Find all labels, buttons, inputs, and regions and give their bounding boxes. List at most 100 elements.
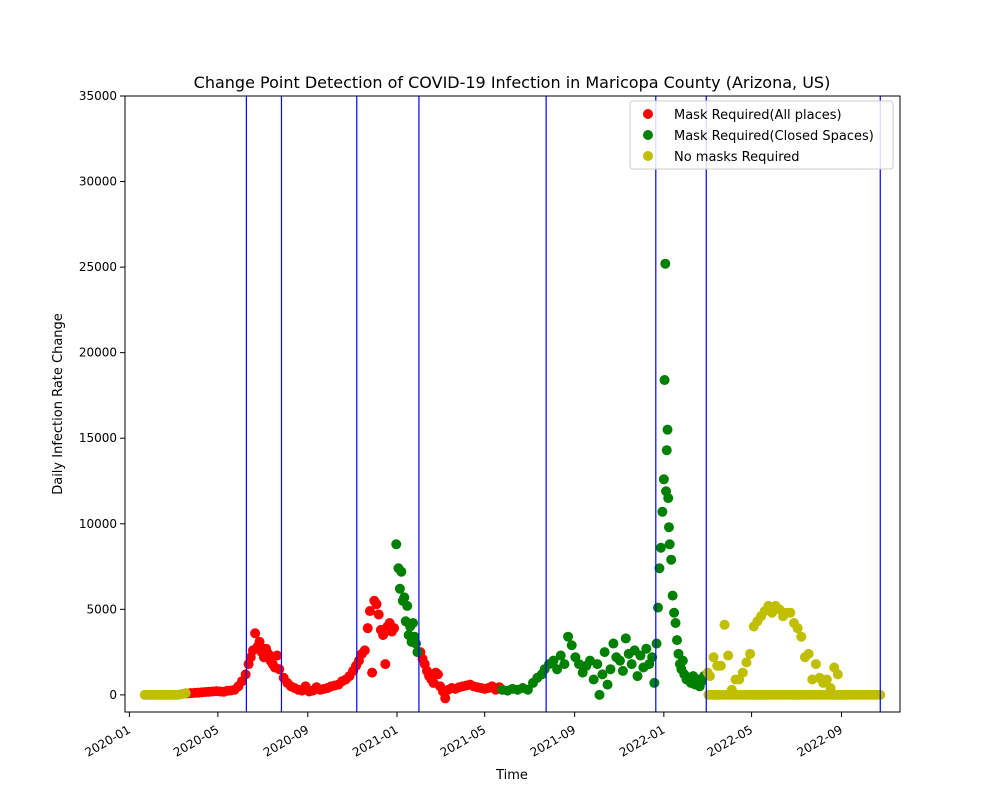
x-tick-label: 2022-09 [795, 722, 845, 759]
series-1-point [608, 638, 619, 649]
series-1-point [396, 566, 407, 577]
series-0-point [380, 659, 391, 670]
series-1-point [667, 590, 678, 601]
series-0-point [272, 650, 283, 661]
y-tick-label: 20000 [79, 346, 117, 360]
series-1-point [661, 445, 672, 456]
series-1-point [592, 659, 603, 670]
series-2-point [723, 650, 734, 661]
x-tick-label: 2020-05 [171, 722, 221, 759]
chart-title: Change Point Detection of COVID-19 Infec… [194, 73, 831, 92]
series-2-point [708, 652, 719, 663]
series-1-point [653, 602, 663, 613]
legend-marker [643, 151, 653, 161]
x-tick-label: 2022-05 [705, 722, 755, 759]
series-1-point [594, 689, 605, 700]
series-2-point [810, 659, 821, 670]
series-1-point [658, 474, 669, 485]
series-1-point [588, 674, 599, 685]
series-2-point [821, 674, 832, 685]
series-1-point [555, 650, 566, 661]
series-1-point [391, 539, 402, 550]
series-2-point [745, 648, 756, 659]
y-tick-label: 35000 [79, 89, 117, 103]
series-0-point [371, 599, 382, 610]
series-1-point [559, 659, 570, 670]
y-tick-label: 15000 [79, 431, 117, 445]
series-1-point [666, 554, 677, 565]
series-0-point [359, 645, 370, 656]
x-tick-label: 2020-01 [82, 722, 132, 759]
series-0-point [367, 667, 378, 678]
series-1-point [597, 669, 608, 680]
legend-label: No masks Required [674, 150, 800, 165]
series-2-point [785, 607, 796, 618]
y-tick-label: 0 [109, 688, 117, 702]
series-1-point [660, 258, 671, 269]
series-1-point [663, 493, 674, 504]
series-0-point [250, 628, 261, 639]
legend-label: Mask Required(Closed Spaces) [674, 129, 874, 144]
series-1-point [548, 655, 559, 666]
series-1-point [412, 647, 423, 658]
x-tick-label: 2021-09 [528, 722, 578, 759]
series-0-point [254, 636, 265, 647]
series-1-point [657, 506, 668, 517]
x-tick-label: 2022-01 [617, 722, 667, 759]
series-1-point [522, 684, 533, 695]
y-tick-label: 25000 [79, 260, 117, 274]
series-2-point [704, 671, 715, 682]
legend: Mask Required(All places) Mask Required(C… [629, 100, 894, 170]
series-1-point [670, 618, 681, 629]
series-1-point [602, 679, 613, 690]
series-1-point [626, 659, 637, 670]
y-axis-label: Daily Infection Rate Change [51, 313, 66, 495]
legend-marker [643, 130, 653, 140]
series-0-point [364, 606, 375, 617]
series-2-point [180, 688, 191, 699]
series-2-point [792, 623, 803, 634]
x-axis-label: Time [495, 768, 528, 783]
series-1-point [662, 424, 673, 435]
x-tick-label: 2021-01 [350, 722, 400, 759]
legend-label: Mask Required(All places) [674, 108, 842, 123]
series-1-point [614, 655, 625, 666]
series-2-point [796, 631, 807, 642]
series-1-point [563, 631, 574, 642]
series-1-point [599, 647, 610, 658]
series-1-point [605, 664, 616, 675]
series-2-point [741, 657, 752, 668]
series-0-point [240, 669, 251, 680]
series-2-point [803, 648, 814, 659]
series-1-point [552, 664, 563, 675]
y-axis: 0 5000 10000 15000 20000 25000 30000 35000 [79, 89, 125, 702]
series-1-point [394, 583, 405, 594]
series-0-point [440, 693, 451, 704]
legend-box [629, 100, 894, 170]
series-1-point [635, 650, 646, 661]
series-0-point [378, 630, 389, 640]
series-1-point [617, 665, 628, 676]
series-1-point [641, 643, 652, 654]
y-tick-label: 10000 [79, 517, 117, 531]
plot-area [139, 96, 886, 712]
series-0-point [389, 623, 400, 634]
series-1-point [647, 652, 658, 663]
series-0-point [432, 669, 443, 680]
series-1-point [651, 638, 662, 649]
x-axis: 2020-01 2020-05 2020-09 2021-01 2021-05 2021-… [82, 712, 845, 760]
y-tick-label: 5000 [86, 602, 117, 616]
series-2-point [719, 619, 730, 630]
series-1-point [632, 671, 643, 682]
series-1-point [663, 522, 674, 533]
series-1-point [669, 607, 680, 618]
x-tick-label: 2020-09 [261, 722, 311, 759]
series-1-point [402, 600, 413, 611]
series-1-point [672, 635, 682, 646]
series-1-point [566, 640, 577, 651]
series-2-point [737, 667, 748, 678]
series-1-point [649, 677, 660, 688]
series-1-point [654, 563, 665, 574]
y-tick-label: 30000 [79, 175, 117, 189]
